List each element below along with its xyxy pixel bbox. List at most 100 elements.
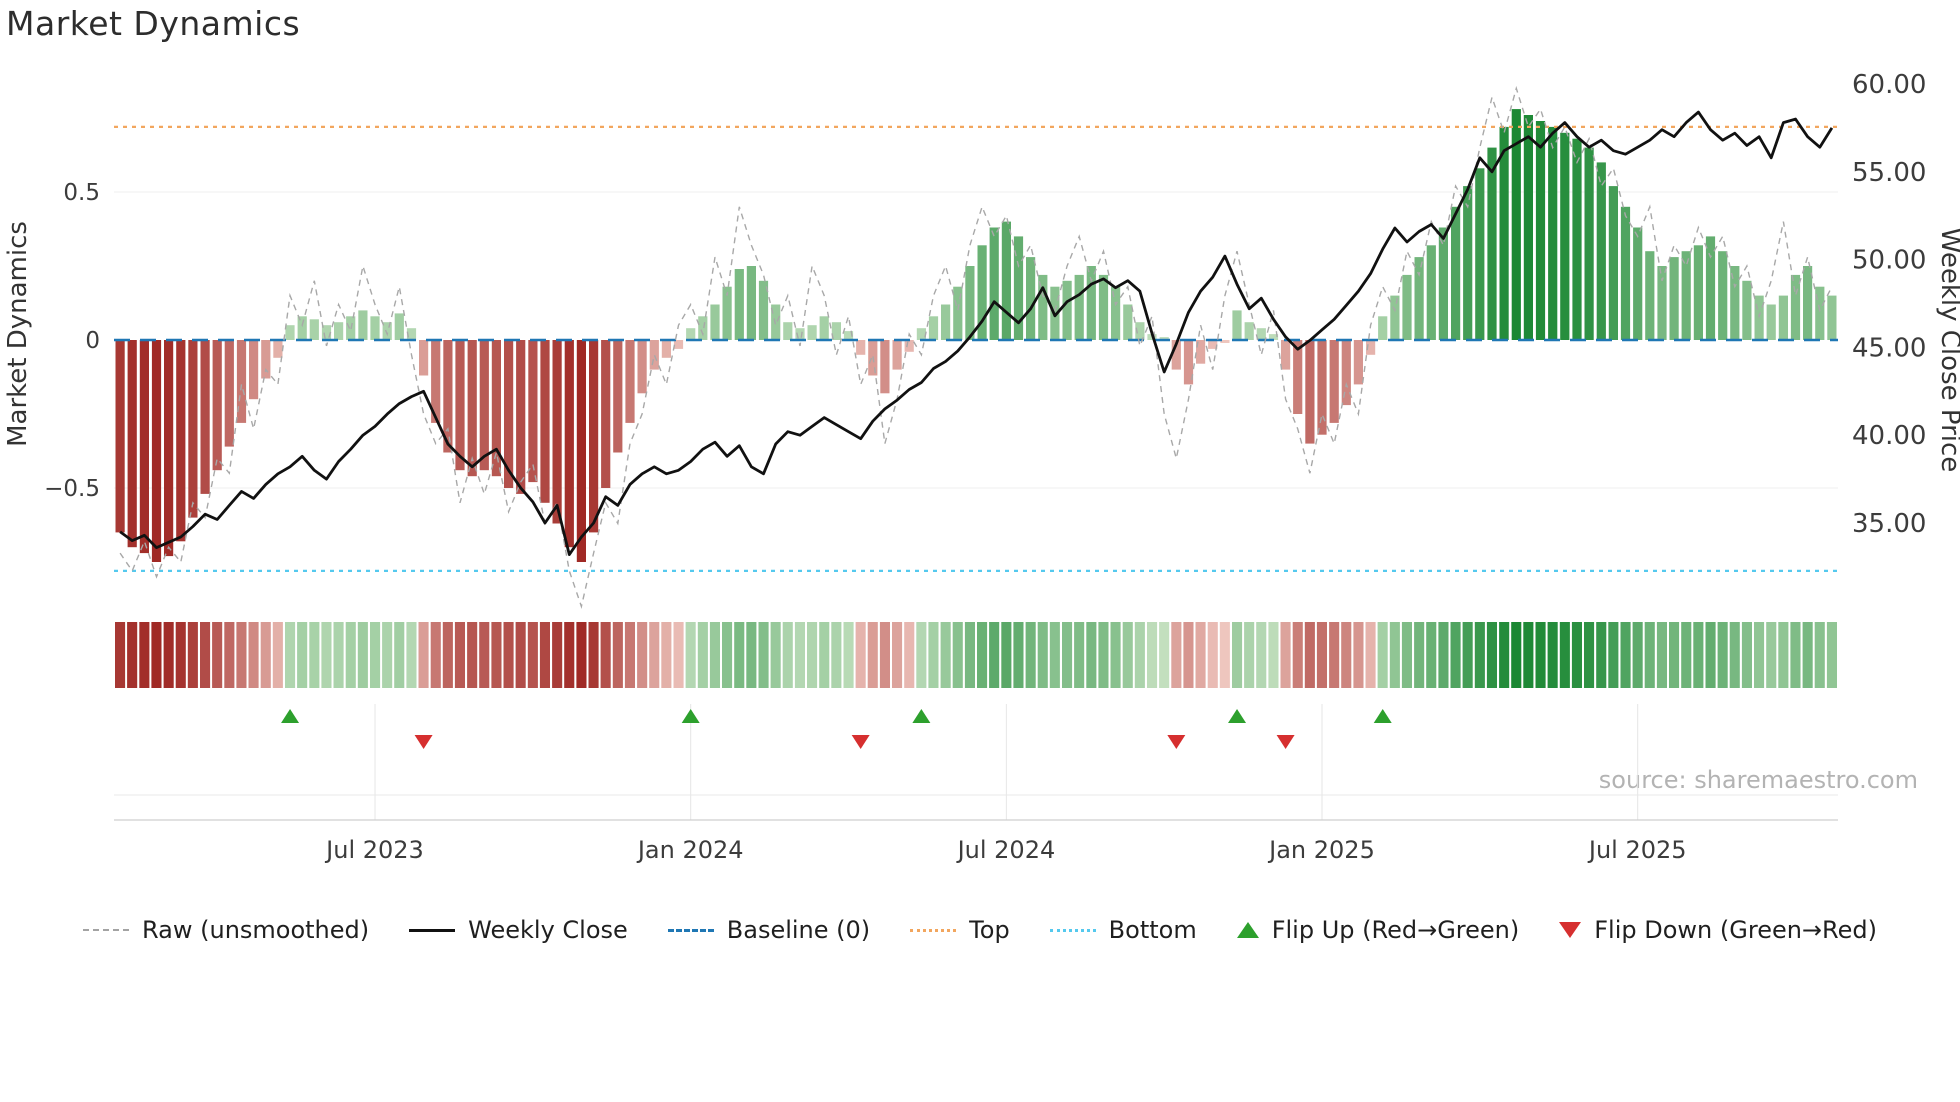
legend-label-raw: Raw (unsmoothed) xyxy=(142,916,370,944)
heatmap-cell xyxy=(831,622,842,688)
dynamics-bar xyxy=(856,340,866,355)
heatmap-cell xyxy=(1341,622,1352,688)
heatmap-cell xyxy=(1244,622,1255,688)
heatmap-cell xyxy=(430,622,441,688)
dynamics-bar xyxy=(625,340,635,423)
dynamics-bar xyxy=(1026,257,1036,340)
dynamics-bar xyxy=(1803,266,1813,340)
dynamics-bar xyxy=(467,340,477,477)
heatmap-cell xyxy=(1656,622,1667,688)
legend-label-top: Top xyxy=(969,916,1010,944)
dynamics-bar xyxy=(382,322,392,340)
dynamics-bar xyxy=(1329,340,1339,423)
heatmap-cell xyxy=(1499,622,1510,688)
dynamics-bar xyxy=(491,340,501,477)
heatmap-cell xyxy=(370,622,381,688)
page-title: Market Dynamics xyxy=(6,4,301,43)
dynamics-bar xyxy=(516,340,526,494)
dynamics-bar xyxy=(224,340,234,447)
heatmap-cell xyxy=(758,622,769,688)
dynamics-bar xyxy=(127,340,137,548)
dynamics-bar xyxy=(698,316,708,340)
dynamics-bar xyxy=(1511,109,1521,340)
heatmap-cell xyxy=(904,622,915,688)
dynamics-bar xyxy=(1378,316,1388,340)
dynamics-bar xyxy=(1013,236,1024,340)
dynamics-bar xyxy=(1171,340,1181,370)
dynamics-bar xyxy=(795,328,805,340)
top-line-swatch-icon xyxy=(910,928,957,932)
heatmap-cell xyxy=(1705,622,1716,688)
dynamics-bar xyxy=(1535,121,1546,340)
dynamics-bar xyxy=(1730,266,1740,340)
dynamics-bar xyxy=(661,340,671,358)
heatmap-cell xyxy=(1183,622,1194,688)
dynamics-bar xyxy=(504,340,514,488)
dynamics-bar xyxy=(261,340,271,379)
heatmap-cell xyxy=(1826,622,1837,688)
dynamics-bars xyxy=(115,109,1837,562)
dynamics-bar xyxy=(334,322,344,340)
heatmap-cell xyxy=(867,622,878,688)
dynamics-bar xyxy=(1572,138,1582,340)
heatmap-cell xyxy=(491,622,502,688)
heatmap-cell xyxy=(212,622,223,688)
dynamics-bar xyxy=(370,316,380,340)
heatmap-cell xyxy=(394,622,405,688)
dynamics-bar xyxy=(783,322,793,340)
dynamics-bar xyxy=(819,316,829,340)
heatmap-cell xyxy=(1329,622,1340,688)
dynamics-bar xyxy=(1317,340,1327,435)
dynamics-bar xyxy=(722,286,732,340)
dynamics-bar xyxy=(1268,334,1279,340)
heatmap-cell xyxy=(843,622,854,688)
dynamics-bar xyxy=(977,245,987,340)
dynamics-bar xyxy=(564,340,574,548)
dynamics-bar xyxy=(904,340,914,352)
x-tick-labels: Jul 2023 Jan 2024 Jul 2024 Jan 2025 Jul 2025 xyxy=(324,836,1686,864)
heatmap-cell xyxy=(964,622,975,688)
heatmap-cell xyxy=(746,622,757,688)
heatmap-cell xyxy=(1511,622,1522,688)
heatmap-cell xyxy=(1001,622,1012,688)
heatmap-cell xyxy=(1377,622,1388,688)
heatmap-cell xyxy=(1729,622,1740,688)
heatmap-cell xyxy=(989,622,1000,688)
x-tick-label: Jul 2024 xyxy=(956,836,1056,864)
flip-down-marker xyxy=(851,735,870,749)
dynamics-bar xyxy=(1111,286,1121,340)
heatmap-cell xyxy=(272,622,283,688)
heatmap-cell xyxy=(1535,622,1546,688)
heatmap-cell xyxy=(1207,622,1218,688)
heatmap-cell xyxy=(309,622,320,688)
heatmap-cell xyxy=(1062,622,1073,688)
baseline-swatch-icon xyxy=(667,928,714,932)
heatmap-cell xyxy=(1134,622,1145,688)
dynamics-bar xyxy=(1584,147,1594,340)
dynamics-bar xyxy=(1766,304,1776,340)
flip-up-marker xyxy=(281,709,300,723)
heatmap-cell xyxy=(1571,622,1582,688)
heatmap-cell xyxy=(1438,622,1449,688)
heatmap-cell xyxy=(1025,622,1036,688)
bottom-line-swatch-icon xyxy=(1049,928,1096,932)
heatmap-cell xyxy=(1159,622,1170,688)
market-dynamics-chart: Market Dynamics Weekly Close Price sourc… xyxy=(3,70,1960,864)
dynamics-bar xyxy=(552,340,562,524)
heatmap-cell xyxy=(770,622,781,688)
dynamics-bar xyxy=(419,340,429,376)
heatmap-cell xyxy=(1486,622,1497,688)
dynamics-bar xyxy=(1451,206,1461,340)
heatmap-cell xyxy=(1523,622,1534,688)
dynamics-bar xyxy=(188,340,198,518)
dynamics-bar xyxy=(309,319,319,340)
heatmap-cell xyxy=(1681,622,1692,688)
heatmap-cell xyxy=(1147,622,1158,688)
heatmap-cell xyxy=(1256,622,1267,688)
heatmap-cell xyxy=(552,622,563,688)
dynamics-bar xyxy=(1438,227,1448,340)
heatmap-cell xyxy=(224,622,235,688)
dynamics-bar xyxy=(164,340,174,557)
right-axis-tick-label: 45.00 xyxy=(1852,333,1926,363)
dynamics-bar xyxy=(1523,115,1533,340)
